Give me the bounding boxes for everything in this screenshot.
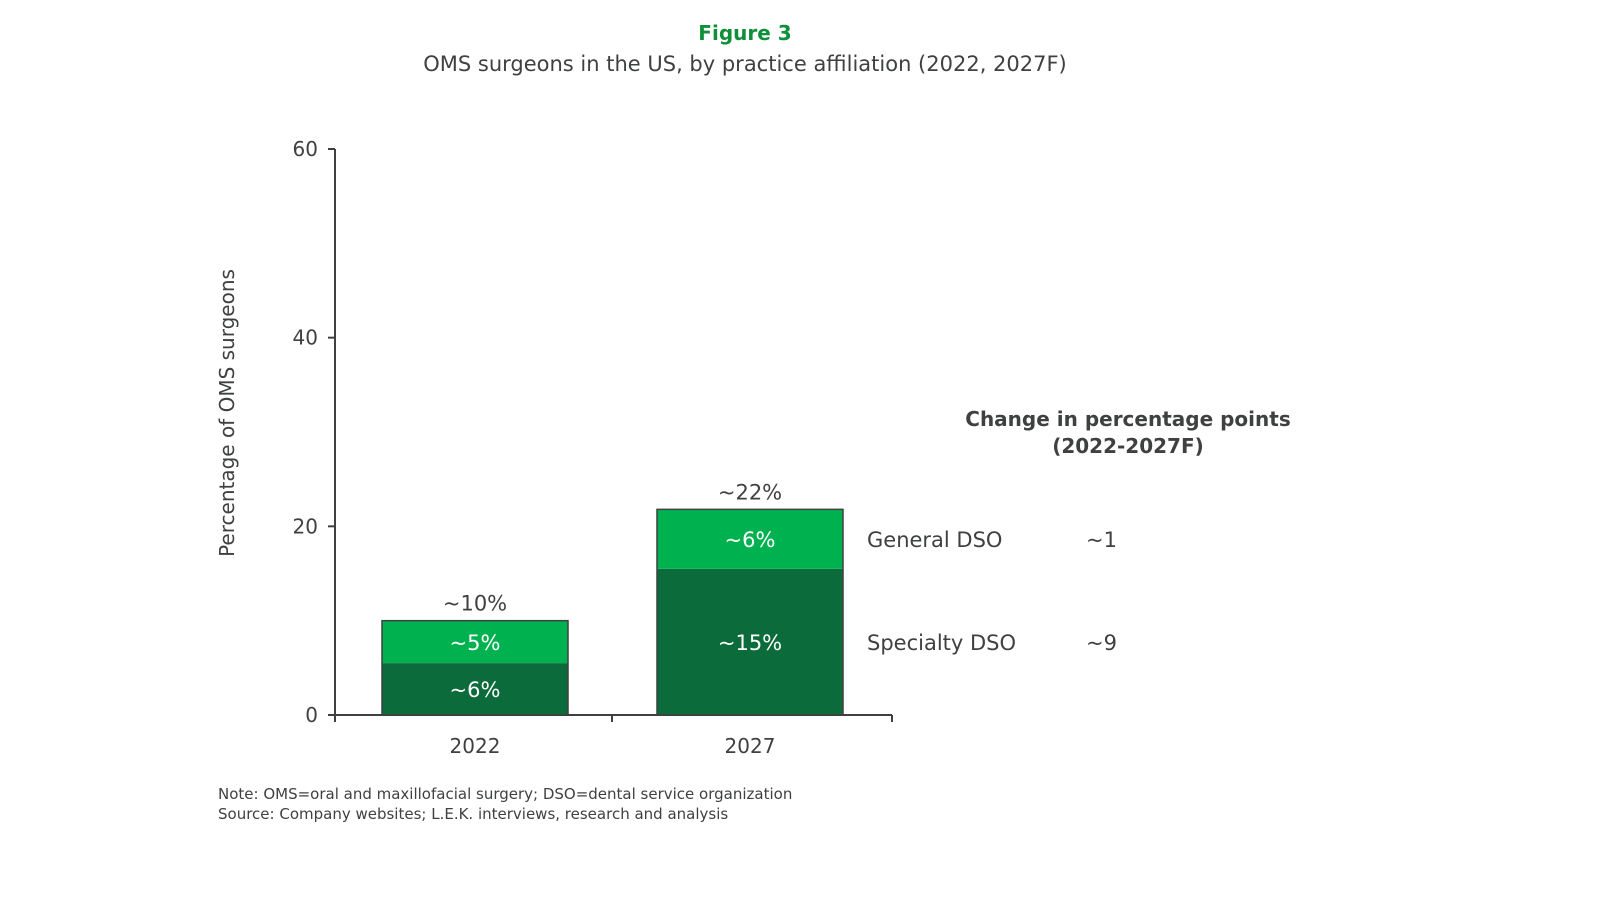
bar-value-label: ~5% [450, 631, 501, 655]
series-name-label: Specialty DSO [867, 631, 1016, 655]
bar-value-label: ~6% [725, 528, 776, 552]
change-table: Change in percentage points (2022-2027F)… [965, 407, 1290, 655]
x-tick-label: 2022 [450, 734, 501, 758]
bar-segment [382, 663, 568, 715]
series-name-label: General DSO [867, 528, 1002, 552]
bar-value-label: ~15% [718, 631, 782, 655]
change-heading-line2: (2022-2027F) [1052, 434, 1204, 458]
y-tick-label: 40 [293, 326, 318, 350]
bar-value-label: ~6% [450, 678, 501, 702]
figure-label: Figure 3 [698, 21, 792, 45]
change-value: ~1 [1086, 528, 1117, 552]
footnotes: Note: OMS=oral and maxillofacial surgery… [218, 784, 792, 824]
x-tick-label: 2027 [725, 734, 776, 758]
change-values: ~1 ~9 [1086, 528, 1117, 655]
note-text: Note: OMS=oral and maxillofacial surgery… [218, 785, 793, 803]
bar-outline [381, 619, 569, 716]
chart-title: OMS surgeons in the US, by practice affi… [423, 52, 1067, 76]
bar-segment [382, 620, 568, 664]
bar-outline [656, 508, 844, 716]
y-tick-label: 0 [305, 703, 318, 727]
series-labels: General DSO Specialty DSO [867, 528, 1016, 655]
bar-total-label: ~22% [718, 480, 782, 504]
change-value: ~9 [1086, 631, 1117, 655]
change-heading-line1: Change in percentage points [965, 407, 1290, 431]
bar-segment [657, 568, 843, 715]
bar-segment [657, 509, 843, 569]
bar-total-label: ~10% [443, 592, 507, 616]
y-axis-label: Percentage of OMS surgeons [215, 269, 239, 557]
y-tick-label: 20 [293, 514, 318, 538]
y-tick-label: 60 [293, 137, 318, 161]
bar-labels: ~6% ~5% ~10% ~15% ~6% ~22% [443, 480, 782, 702]
bar-group [381, 508, 844, 716]
chart-axes: 0 20 40 60 2022 2027 [293, 137, 893, 758]
source-text: Source: Company websites; L.E.K. intervi… [218, 805, 729, 823]
